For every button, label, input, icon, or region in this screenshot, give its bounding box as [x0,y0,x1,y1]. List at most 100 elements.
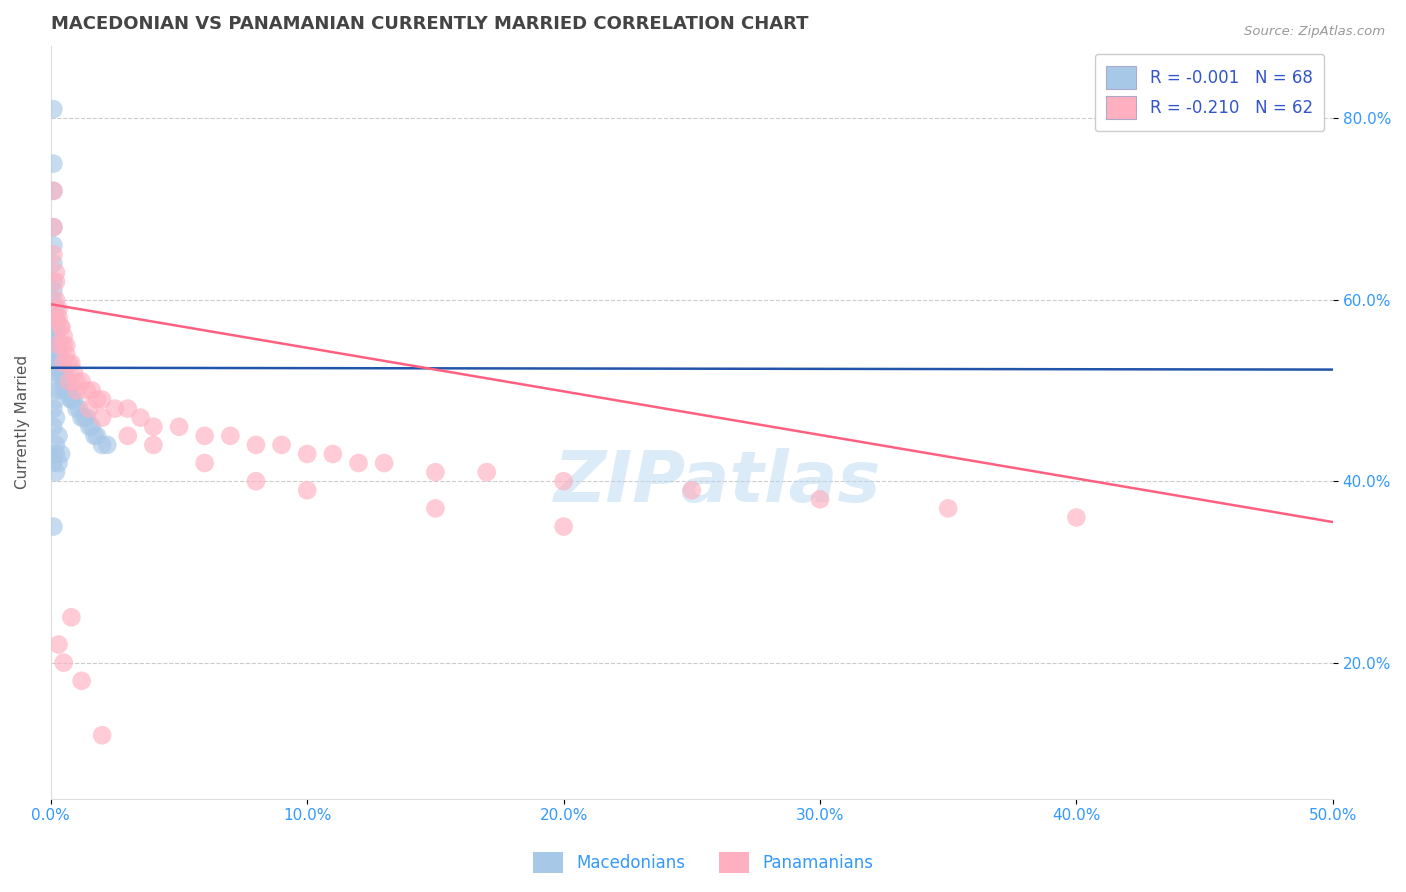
Point [73,410,96,425]
Point [553,474,575,488]
Point [194,429,217,443]
Point [42,247,65,261]
Point [60,392,83,407]
Point [55,384,77,398]
Point [167,419,190,434]
Point [80,419,103,434]
Point [347,456,370,470]
Point [52,365,75,379]
Point [245,438,267,452]
Point [49,365,72,379]
Point [63,365,86,379]
Point [425,465,447,479]
Point [45,465,67,479]
Point [91,392,114,407]
Point [42,284,65,298]
Point [45,301,67,316]
Point [45,265,67,279]
Point [475,465,498,479]
Point [45,410,67,425]
Point [936,501,959,516]
Point [96,438,118,452]
Point [91,728,114,742]
Point [142,419,165,434]
Point [52,375,75,389]
Point [117,429,139,443]
Point [83,429,105,443]
Point [58,384,80,398]
Point [297,447,319,461]
Point [49,356,72,370]
Point [49,356,72,370]
Point [58,384,80,398]
Point [42,519,65,533]
Point [48,347,70,361]
Point [42,419,65,434]
Point [45,329,67,343]
Point [425,501,447,516]
Point [70,673,93,688]
Point [42,220,65,235]
Point [1066,510,1088,524]
Point [42,447,65,461]
Point [91,438,114,452]
Point [86,392,108,407]
Point [49,356,72,370]
Point [48,338,70,352]
Point [42,220,65,235]
Point [129,410,152,425]
Point [48,638,70,652]
Point [52,356,75,370]
Point [45,320,67,334]
Point [42,356,65,370]
Point [70,375,93,389]
Legend: R = -0.001   N = 68, R = -0.210   N = 62: R = -0.001 N = 68, R = -0.210 N = 62 [1095,54,1324,131]
Point [373,456,395,470]
Point [49,365,72,379]
Text: ZIPatlas: ZIPatlas [554,448,882,517]
Point [65,384,87,398]
Point [55,375,77,389]
Point [45,320,67,334]
Point [42,156,65,170]
Point [58,356,80,370]
Point [58,375,80,389]
Point [45,392,67,407]
Point [48,338,70,352]
Point [45,365,67,379]
Point [65,375,87,389]
Point [42,102,65,116]
Point [48,384,70,398]
Point [808,492,831,507]
Point [67,401,90,416]
Point [49,447,72,461]
Point [42,401,65,416]
Point [52,365,75,379]
Point [60,610,83,624]
Point [79,419,101,434]
Point [681,483,703,498]
Point [42,184,65,198]
Point [45,329,67,343]
Text: Source: ZipAtlas.com: Source: ZipAtlas.com [1244,25,1385,38]
Point [65,401,87,416]
Point [45,438,67,452]
Point [142,438,165,452]
Point [42,238,65,252]
Point [48,310,70,325]
Point [49,320,72,334]
Point [42,275,65,289]
Point [55,338,77,352]
Point [55,347,77,361]
Point [52,656,75,670]
Point [49,320,72,334]
Point [42,184,65,198]
Point [42,456,65,470]
Point [48,456,70,470]
Point [245,474,267,488]
Y-axis label: Currently Married: Currently Married [15,355,30,490]
Point [553,519,575,533]
Point [297,483,319,498]
Point [48,356,70,370]
Point [76,410,98,425]
